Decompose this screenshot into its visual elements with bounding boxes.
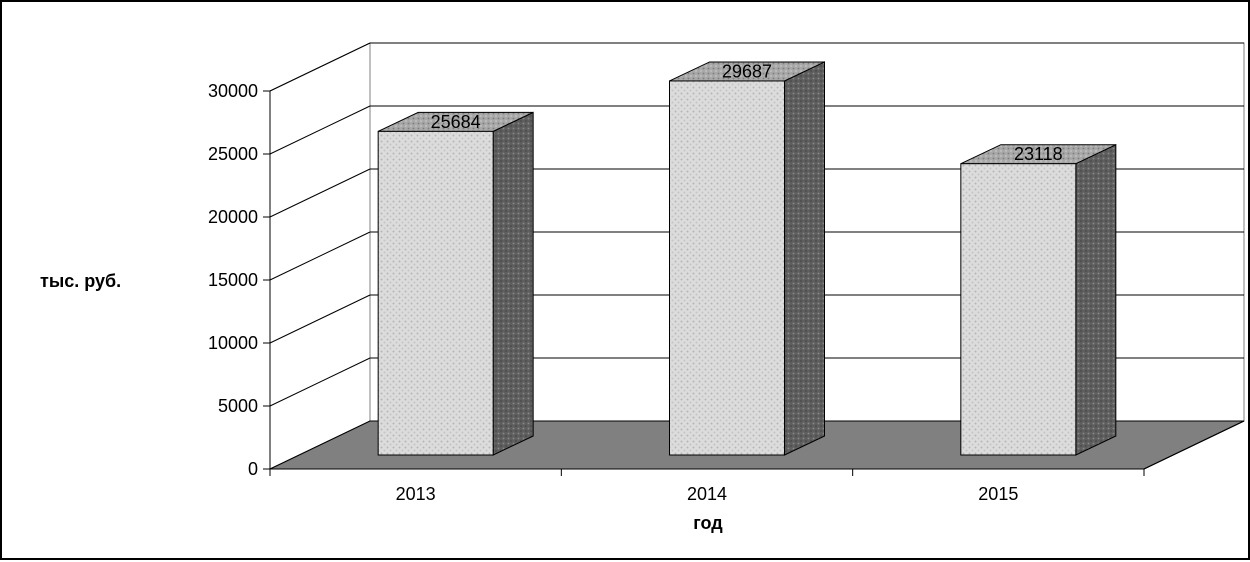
bar-side <box>492 111 534 456</box>
x-tick-label: 2013 <box>396 484 436 504</box>
data-label: 25684 <box>431 112 481 132</box>
bar <box>377 130 494 456</box>
bar-side <box>1075 143 1117 456</box>
x-axis-label: год <box>693 513 723 533</box>
data-label: 29687 <box>722 61 772 81</box>
y-tick-label: 5000 <box>218 396 258 416</box>
y-tick-label: 10000 <box>208 333 258 353</box>
bar-side <box>784 61 825 456</box>
x-tick-label: 2015 <box>978 484 1018 504</box>
x-tick-label: 2014 <box>687 484 727 504</box>
gridline-side <box>269 231 371 281</box>
gridline-side <box>269 294 371 344</box>
gridline-side <box>269 168 371 218</box>
floor-edge <box>1143 420 1245 470</box>
y-axis-label: тыс. руб. <box>40 271 121 291</box>
data-label: 23118 <box>1014 144 1063 164</box>
gridline-side <box>269 357 371 407</box>
y-tick-label: 30000 <box>208 81 258 101</box>
y-tick-label: 25000 <box>208 144 258 164</box>
gridline-side <box>269 105 371 155</box>
y-tick-label: 20000 <box>208 207 258 227</box>
bar <box>669 80 785 456</box>
gridline-side <box>269 42 371 92</box>
y-tick-label: 15000 <box>208 270 258 290</box>
y-tick-label: 0 <box>248 459 258 479</box>
bar <box>960 163 1077 456</box>
